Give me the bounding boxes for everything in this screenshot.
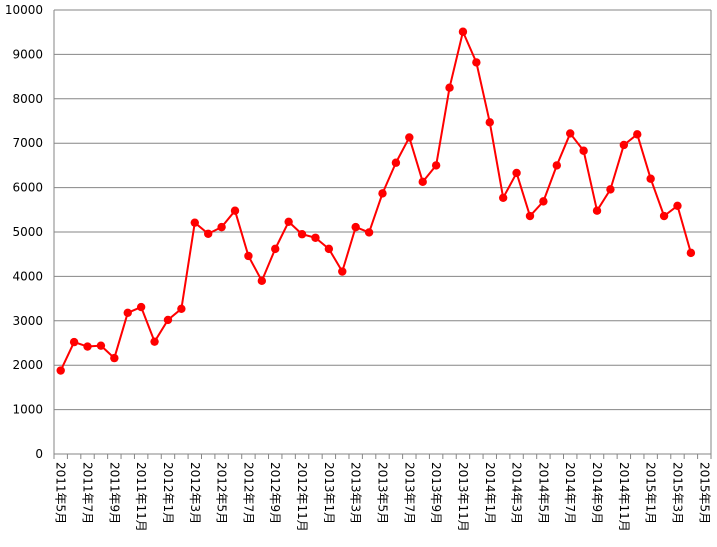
data-point	[244, 251, 253, 261]
x-tick-label: 2011年7月	[81, 462, 95, 524]
x-tick-label: 2012年3月	[188, 462, 202, 524]
series-line	[59, 30, 692, 371]
data-point	[364, 228, 374, 237]
x-tick-label: 2014年1月	[483, 462, 497, 524]
data-point	[633, 130, 642, 139]
x-tick-label: 2014年7月	[563, 462, 577, 524]
y-tick-label: 3000	[12, 314, 43, 328]
x-tick-label: 2013年11月	[456, 462, 470, 532]
x-tick-label: 2013年9月	[429, 462, 443, 524]
data-point	[338, 267, 347, 276]
x-tick-label: 2012年1月	[161, 462, 175, 524]
data-point	[190, 218, 199, 227]
y-tick-label: 6000	[12, 181, 43, 195]
data-point	[351, 222, 360, 232]
x-tick-label: 2012年7月	[241, 462, 255, 524]
axes	[53, 10, 712, 459]
data-point	[445, 83, 454, 92]
data-point	[686, 248, 696, 258]
data-point	[659, 211, 669, 221]
data-point	[606, 185, 615, 194]
x-tick-label: 2013年3月	[349, 462, 363, 524]
y-tick-label: 0	[35, 447, 43, 461]
y-axis-tick-labels: 0 1000 2000 3000 4000 5000 6000 7000 8000 9000 100…	[5, 3, 43, 461]
x-tick-label: 2014年11月	[617, 462, 631, 532]
x-tick-label: 2012年5月	[215, 462, 229, 524]
data-point	[123, 308, 132, 318]
data-point	[217, 222, 226, 232]
data-point	[472, 58, 481, 67]
y-tick-label: 1000	[12, 403, 43, 417]
data-point	[136, 302, 146, 312]
data-point	[418, 177, 427, 187]
data-point	[311, 233, 320, 242]
x-tick-label: 2014年5月	[536, 462, 550, 524]
y-tick-label: 8000	[12, 92, 43, 106]
x-tick-label: 2011年9月	[107, 462, 121, 524]
data-point	[512, 168, 521, 178]
y-tick-label: 5000	[12, 225, 43, 239]
data-point	[485, 118, 494, 127]
x-axis-tick-labels: 2011年5月 2011年7月 2011年9月 2011年11月 2012年1月 2012…	[54, 462, 712, 532]
data-point	[405, 133, 414, 142]
data-point	[230, 206, 240, 215]
data-point	[150, 337, 159, 346]
data-point	[619, 140, 629, 150]
data-point	[271, 244, 280, 254]
data-point	[96, 341, 106, 350]
y-tick-label: 2000	[12, 358, 43, 372]
data-point	[458, 27, 468, 36]
data-point	[177, 304, 186, 314]
x-tick-label: 2011年5月	[54, 462, 68, 524]
y-tick-label: 10000	[5, 3, 43, 17]
data-point	[431, 161, 441, 170]
data-point	[552, 161, 562, 170]
data-point	[83, 342, 92, 351]
x-tick-label: 2013年5月	[376, 462, 390, 524]
data-point	[110, 353, 119, 363]
data-point	[646, 174, 655, 183]
x-tick-label: 2013年7月	[402, 462, 416, 524]
data-point	[673, 201, 682, 211]
x-tick-label: 2015年5月	[697, 462, 711, 524]
data-point	[525, 211, 535, 221]
x-tick-label: 2015年3月	[670, 462, 684, 524]
data-point	[69, 337, 79, 347]
x-tick-label: 2013年1月	[322, 462, 336, 524]
data-point	[163, 315, 173, 325]
data-point	[203, 229, 213, 238]
data-point	[324, 244, 334, 254]
y-tick-label: 4000	[12, 269, 43, 283]
data-point	[539, 197, 548, 206]
x-tick-label: 2014年3月	[510, 462, 524, 524]
data-point	[592, 206, 602, 215]
y-tick-label: 7000	[12, 136, 43, 150]
data-point	[498, 193, 508, 203]
data-point	[378, 189, 387, 198]
data-point	[579, 146, 588, 155]
data-series	[56, 27, 696, 375]
x-tick-label: 2012年9月	[268, 462, 282, 524]
x-tick-label: 2011年11月	[134, 462, 148, 532]
x-tick-label: 2015年1月	[644, 462, 658, 524]
data-point	[297, 230, 307, 239]
data-point	[257, 276, 267, 286]
data-point	[566, 129, 575, 138]
x-tick-label: 2014年9月	[590, 462, 604, 524]
data-point	[56, 366, 65, 375]
data-point	[391, 158, 401, 167]
x-tick-label: 2012年11月	[295, 462, 309, 532]
data-point	[284, 217, 293, 226]
y-tick-label: 9000	[12, 47, 43, 61]
gridlines	[54, 9, 711, 455]
